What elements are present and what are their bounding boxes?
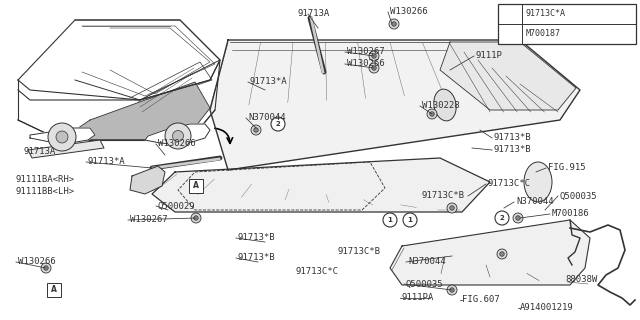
- Circle shape: [450, 288, 454, 292]
- Text: 91713*B: 91713*B: [494, 133, 532, 142]
- Text: A914001219: A914001219: [520, 303, 573, 313]
- Ellipse shape: [434, 89, 456, 121]
- Text: 91713A: 91713A: [24, 148, 56, 156]
- Circle shape: [251, 125, 261, 135]
- Text: 91111BB<LH>: 91111BB<LH>: [16, 188, 75, 196]
- Text: Q500035: Q500035: [406, 279, 444, 289]
- Text: Q500029: Q500029: [158, 202, 196, 211]
- Text: 9111PA: 9111PA: [402, 293, 435, 302]
- Text: W130266: W130266: [18, 258, 56, 267]
- Polygon shape: [210, 40, 580, 170]
- Circle shape: [383, 213, 397, 227]
- Text: Q500035: Q500035: [560, 191, 598, 201]
- Polygon shape: [145, 124, 210, 144]
- Circle shape: [48, 123, 76, 151]
- Circle shape: [271, 117, 285, 131]
- Circle shape: [503, 7, 517, 21]
- Circle shape: [429, 112, 435, 116]
- Circle shape: [389, 19, 399, 29]
- Text: 91713C*C: 91713C*C: [488, 180, 531, 188]
- Circle shape: [447, 203, 457, 213]
- Polygon shape: [130, 166, 165, 194]
- Text: 91713*B: 91713*B: [238, 234, 276, 243]
- Circle shape: [516, 216, 520, 220]
- Text: 91713*A: 91713*A: [88, 157, 125, 166]
- Circle shape: [165, 123, 191, 149]
- Circle shape: [369, 63, 379, 73]
- Text: A: A: [51, 285, 57, 294]
- Polygon shape: [28, 140, 104, 158]
- Text: W130228: W130228: [422, 101, 460, 110]
- Circle shape: [513, 213, 523, 223]
- Text: W130267: W130267: [347, 47, 385, 57]
- Circle shape: [427, 109, 437, 119]
- Text: 91713*A: 91713*A: [250, 77, 287, 86]
- Bar: [189, 179, 203, 193]
- Text: W130266: W130266: [347, 60, 385, 68]
- Circle shape: [173, 131, 184, 141]
- Polygon shape: [68, 82, 210, 140]
- Text: 91713C*A: 91713C*A: [526, 10, 566, 19]
- Text: FIG.915: FIG.915: [548, 164, 586, 172]
- Polygon shape: [440, 42, 576, 110]
- Text: 2: 2: [500, 215, 504, 221]
- Text: 1: 1: [408, 217, 412, 223]
- Text: 9111P: 9111P: [476, 52, 503, 60]
- Circle shape: [369, 51, 379, 61]
- Text: W130267: W130267: [130, 215, 168, 225]
- Circle shape: [450, 206, 454, 210]
- Circle shape: [253, 128, 259, 132]
- Circle shape: [56, 131, 68, 143]
- Text: 91713C*C: 91713C*C: [296, 268, 339, 276]
- Text: N370044: N370044: [516, 197, 554, 206]
- Circle shape: [392, 22, 396, 26]
- Text: N370044: N370044: [408, 258, 445, 267]
- Circle shape: [44, 266, 48, 270]
- Text: 88038W: 88038W: [565, 276, 597, 284]
- Text: 91713A: 91713A: [298, 10, 330, 19]
- Circle shape: [372, 66, 376, 70]
- Text: W130266: W130266: [158, 140, 196, 148]
- Polygon shape: [30, 128, 95, 143]
- Text: 2: 2: [508, 31, 513, 37]
- Circle shape: [495, 211, 509, 225]
- Ellipse shape: [524, 162, 552, 202]
- Text: M700186: M700186: [552, 210, 589, 219]
- Bar: [47, 283, 61, 297]
- Circle shape: [372, 54, 376, 58]
- Text: 91713C*B: 91713C*B: [422, 191, 465, 201]
- Text: M700187: M700187: [526, 29, 561, 38]
- Text: W130266: W130266: [390, 7, 428, 17]
- Text: 91713*B: 91713*B: [494, 146, 532, 155]
- Text: 1: 1: [388, 217, 392, 223]
- Text: 91713*B: 91713*B: [238, 253, 276, 262]
- Circle shape: [191, 213, 201, 223]
- Text: 91713C*B: 91713C*B: [338, 247, 381, 257]
- Circle shape: [194, 216, 198, 220]
- Polygon shape: [152, 158, 490, 212]
- Text: FIG.607: FIG.607: [462, 295, 500, 305]
- Text: 2: 2: [276, 121, 280, 127]
- Circle shape: [41, 263, 51, 273]
- Text: A: A: [193, 181, 199, 190]
- Circle shape: [503, 27, 517, 41]
- Bar: [498, 4, 636, 44]
- Text: N370044: N370044: [248, 114, 285, 123]
- Text: 1: 1: [508, 11, 513, 17]
- Circle shape: [497, 249, 507, 259]
- Circle shape: [447, 285, 457, 295]
- Text: 91111BA<RH>: 91111BA<RH>: [16, 175, 75, 185]
- Circle shape: [500, 252, 504, 256]
- Circle shape: [403, 213, 417, 227]
- Polygon shape: [390, 220, 590, 285]
